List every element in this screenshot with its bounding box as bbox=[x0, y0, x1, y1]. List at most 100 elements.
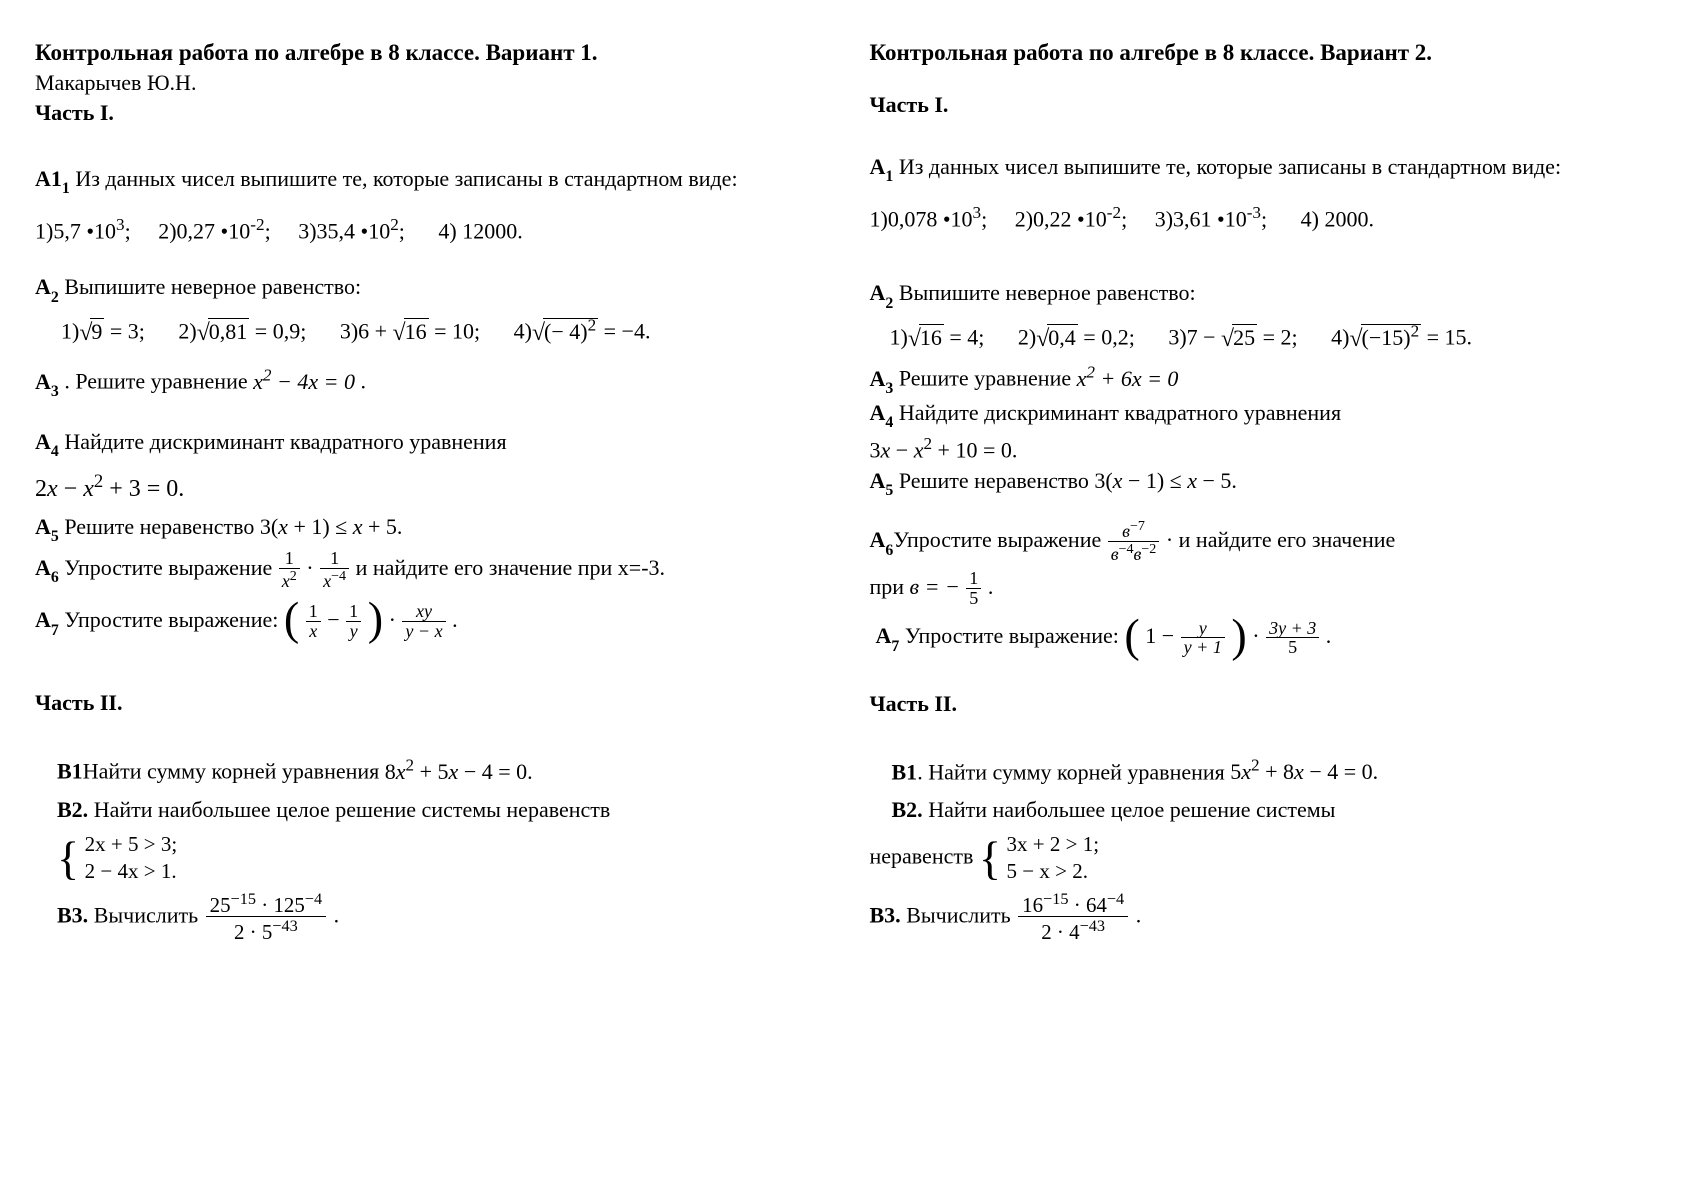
question-a3: А3 Решите уравнение x2 + 6x = 0 bbox=[870, 360, 1650, 398]
a4-label: А4 bbox=[870, 400, 894, 425]
brace-icon: { bbox=[979, 839, 1001, 878]
question-a6: А6Упростите выражение в−7 в−4в−2 · и най… bbox=[870, 518, 1650, 565]
fraction: 1x bbox=[306, 602, 321, 641]
a1-options: 1)0,078 •103; 2)0,22 •10-2; 3)3,61 •10-3… bbox=[870, 200, 1650, 236]
fraction: 15 bbox=[966, 569, 981, 608]
a6-label: А6 bbox=[35, 555, 59, 580]
a2-text: Выпишите неверное равенство: bbox=[893, 280, 1195, 305]
question-a2: А2 Выпишите неверное равенство: bbox=[35, 270, 815, 308]
b1-label: В1 bbox=[57, 759, 83, 784]
a6-label: А6 bbox=[870, 527, 894, 552]
a5-equation: 3(x − 1) ≤ x − 5. bbox=[1094, 468, 1237, 493]
b2-system: неравенств { 3x + 2 > 1; 5 − x > 2. bbox=[870, 831, 1650, 886]
variant-2-column: Контрольная работа по алгебре в 8 классе… bbox=[870, 40, 1650, 949]
question-a7: А7 Упростите выражение: ( 1x − 1y ) · xy… bbox=[35, 596, 815, 646]
question-a1: А1 Из данных чисел выпишите те, которые … bbox=[870, 150, 1650, 188]
question-a5: А5 Решите неравенство 3(x − 1) ≤ x − 5. bbox=[870, 466, 1650, 500]
question-b2: В2. Найти наибольшее целое решение систе… bbox=[892, 793, 1650, 827]
a1-opt1: 1)0,078 •10 bbox=[870, 206, 973, 231]
a1-label: А11 bbox=[35, 166, 70, 191]
fraction: 1x2 bbox=[279, 549, 300, 591]
question-a4: А4 Найдите дискриминант квадратного урав… bbox=[870, 398, 1650, 432]
question-b2: В2. Найти наибольшее целое решение систе… bbox=[57, 793, 815, 827]
question-b3: В3. Вычислить 16−15 · 64−4 2 · 4−43 . bbox=[870, 890, 1650, 945]
fraction: в−7 в−4в−2 bbox=[1108, 519, 1160, 564]
sqrt-icon: √9 bbox=[79, 314, 104, 351]
a4-equation: 3x − x2 + 10 = 0. bbox=[870, 432, 1650, 466]
fraction: 25−15 · 125−4 2 · 5−43 bbox=[206, 890, 326, 945]
part-2-heading: Часть II. bbox=[35, 690, 815, 716]
a6-cont: при в = − 15 . bbox=[870, 569, 1650, 608]
question-a3: А3 . Решите уравнение x2 − 4x = 0 . bbox=[35, 362, 815, 402]
question-b1: В1Найти сумму корней уравнения 8x2 + 5x … bbox=[57, 752, 815, 788]
paren-open-icon: ( bbox=[1124, 616, 1139, 655]
a2-label: А2 bbox=[35, 274, 59, 299]
question-a6: А6 Упростите выражение 1x2 · 1x−4 и найд… bbox=[35, 546, 815, 592]
question-a7: А7 Упростите выражение: ( 1 − yy + 1 ) ·… bbox=[876, 612, 1650, 662]
fraction: 1x−4 bbox=[320, 549, 349, 591]
a1-opt2: 2)0,22 •10 bbox=[1015, 206, 1107, 231]
a2-options: 1)√16 = 4; 2)√0,4 = 0,2; 3)7 − √25 = 2; … bbox=[890, 318, 1650, 356]
a1-label: А1 bbox=[870, 154, 894, 179]
a3-equation: x2 − 4x = 0 bbox=[253, 369, 355, 394]
question-a2: А2 Выпишите неверное равенство: bbox=[870, 276, 1650, 314]
a1-options: 1)5,7 •103; 2)0,27 •10-2; 3)35,4 •102; 4… bbox=[35, 212, 815, 248]
sqrt-icon: √(− 4)2 bbox=[532, 312, 598, 350]
sqrt-icon: √16 bbox=[393, 314, 429, 351]
paren-close-icon: ) bbox=[1231, 616, 1246, 655]
variant-1-column: Контрольная работа по алгебре в 8 классе… bbox=[35, 40, 815, 949]
brace-icon: { bbox=[57, 839, 79, 878]
b1-equation: 5x2 + 8x − 4 = 0. bbox=[1230, 759, 1378, 784]
part-2-heading: Часть II. bbox=[870, 691, 1650, 717]
a2-text: Выпишите неверное равенство: bbox=[59, 274, 361, 299]
fraction: yy + 1 bbox=[1181, 619, 1225, 658]
sqrt-icon: √16 bbox=[908, 320, 944, 357]
question-a4: А4 Найдите дискриминант квадратного урав… bbox=[35, 425, 815, 463]
fraction: 1y bbox=[346, 602, 361, 641]
a1-text: Из данных чисел выпишите те, которые зап… bbox=[70, 166, 738, 191]
a1-text: Из данных чисел выпишите те, которые зап… bbox=[893, 154, 1561, 179]
b3-label: В3. bbox=[57, 902, 88, 927]
a7-label: А7 bbox=[35, 607, 59, 632]
paren-close-icon: ) bbox=[368, 599, 383, 638]
a5-label: А5 bbox=[870, 468, 894, 493]
variant-1-title: Контрольная работа по алгебре в 8 классе… bbox=[35, 40, 815, 66]
question-a1: А11 Из данных чисел выпишите те, которые… bbox=[35, 162, 815, 200]
author-name: Макарычев Ю.Н. bbox=[35, 70, 815, 96]
question-a5: А5 Решите неравенство 3(x + 1) ≤ x + 5. bbox=[35, 512, 815, 546]
a1-opt2: 2)0,27 •10 bbox=[158, 218, 250, 243]
b1-label: В1 bbox=[892, 759, 918, 784]
sqrt-icon: √25 bbox=[1221, 320, 1257, 357]
a2-options: 1)√9 = 3; 2)√0,81 = 0,9; 3)6 + √16 = 10;… bbox=[61, 312, 815, 350]
paren-open-icon: ( bbox=[284, 599, 299, 638]
a7-label: А7 bbox=[876, 623, 900, 648]
a5-label: А5 bbox=[35, 514, 59, 539]
b2-label: В2. bbox=[57, 797, 88, 822]
question-b1: В1. Найти сумму корней уравнения 5x2 + 8… bbox=[892, 753, 1650, 789]
a1-opt1: 1)5,7 •10 bbox=[35, 218, 116, 243]
b1-equation: 8x2 + 5x − 4 = 0. bbox=[385, 759, 533, 784]
a3-label: А3 bbox=[35, 369, 59, 394]
a1-opt4: 4) 2000. bbox=[1301, 206, 1374, 231]
sqrt-icon: √0,81 bbox=[197, 314, 250, 351]
a2-label: А2 bbox=[870, 280, 894, 305]
a1-opt3: 3)3,61 •10 bbox=[1155, 206, 1247, 231]
part-1-heading: Часть I. bbox=[35, 100, 815, 126]
a4-label: А4 bbox=[35, 429, 59, 454]
sqrt-icon: √(−15)2 bbox=[1349, 318, 1421, 356]
part-1-heading: Часть I. bbox=[870, 92, 1650, 118]
sqrt-icon: √0,4 bbox=[1036, 320, 1078, 357]
two-column-layout: Контрольная работа по алгебре в 8 классе… bbox=[35, 40, 1649, 949]
question-b3: В3. Вычислить 25−15 · 125−4 2 · 5−43 . bbox=[57, 890, 815, 945]
fraction: 3y + 35 bbox=[1266, 619, 1319, 658]
a4-equation: 2x − x2 + 3 = 0. bbox=[35, 467, 815, 508]
b2-system: { 2x + 5 > 3; 2 − 4x > 1. bbox=[57, 831, 815, 886]
fraction: xyy − x bbox=[402, 602, 445, 641]
variant-2-title: Контрольная работа по алгебре в 8 классе… bbox=[870, 40, 1650, 66]
a1-opt4: 4) 12000. bbox=[438, 218, 522, 243]
a1-opt3: 3)35,4 •10 bbox=[298, 218, 390, 243]
a5-equation: 3(x + 1) ≤ x + 5. bbox=[260, 514, 403, 539]
a3-equation: x2 + 6x = 0 bbox=[1077, 366, 1179, 391]
b3-label: В3. bbox=[870, 902, 901, 927]
b2-label: В2. bbox=[892, 797, 923, 822]
